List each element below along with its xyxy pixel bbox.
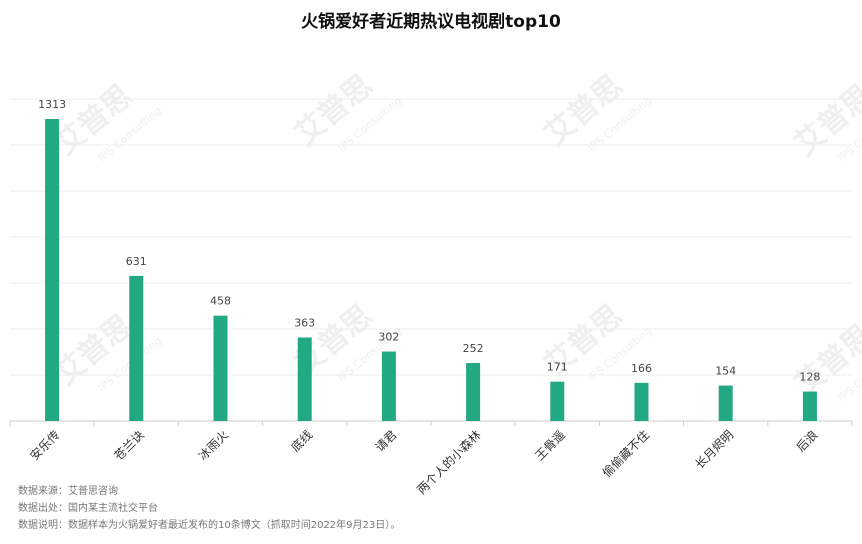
- value-label: 363: [294, 317, 315, 330]
- x-tick-label: 苍兰诀: [112, 428, 147, 463]
- x-tick-label: 两个人的小森林: [414, 427, 484, 497]
- value-label: 154: [715, 365, 736, 378]
- x-tick-label: 王骨遥: [533, 428, 568, 463]
- footnote: 数据出处：国内某主流社交平台: [18, 501, 158, 514]
- x-tick-label: 长月烬明: [692, 428, 736, 472]
- bar: [129, 275, 144, 421]
- x-tick-label: 后浪: [793, 427, 821, 455]
- chart-title: 火锅爱好者近期热议电视剧top10: [301, 11, 561, 32]
- bar: [381, 351, 396, 421]
- bar: [802, 391, 817, 421]
- x-tick-label: 请君: [373, 428, 400, 455]
- watermark: 艾普思: [48, 308, 139, 393]
- value-label: 302: [378, 331, 399, 344]
- x-tick-label: 底线: [288, 427, 316, 455]
- x-tick-label: 安乐传: [27, 427, 63, 463]
- value-label: 128: [799, 371, 820, 384]
- value-label: 1313: [38, 98, 66, 111]
- bar: [466, 363, 481, 421]
- bar: [297, 337, 312, 421]
- value-label: 631: [126, 255, 147, 268]
- value-label: 166: [631, 362, 652, 375]
- x-tick-label: 冰雨火: [196, 428, 231, 463]
- value-label: 458: [210, 295, 231, 308]
- watermark: 艾普思: [288, 68, 379, 153]
- bar: [213, 315, 228, 421]
- value-label: 252: [463, 342, 484, 355]
- value-label: 171: [547, 361, 568, 374]
- footnote: 数据来源：艾普思咨询: [18, 484, 118, 497]
- bar: [550, 381, 565, 421]
- watermark: 艾普思: [48, 78, 139, 163]
- bar: [718, 385, 733, 421]
- bar: [45, 119, 60, 421]
- x-tick-label: 偷偷藏不住: [599, 427, 652, 480]
- footnote: 数据说明：数据样本为火锅爱好者最近发布的10条博文（抓取时间2022年9月23日…: [18, 518, 400, 531]
- watermark: 艾普思: [538, 68, 629, 153]
- bar: [634, 382, 649, 421]
